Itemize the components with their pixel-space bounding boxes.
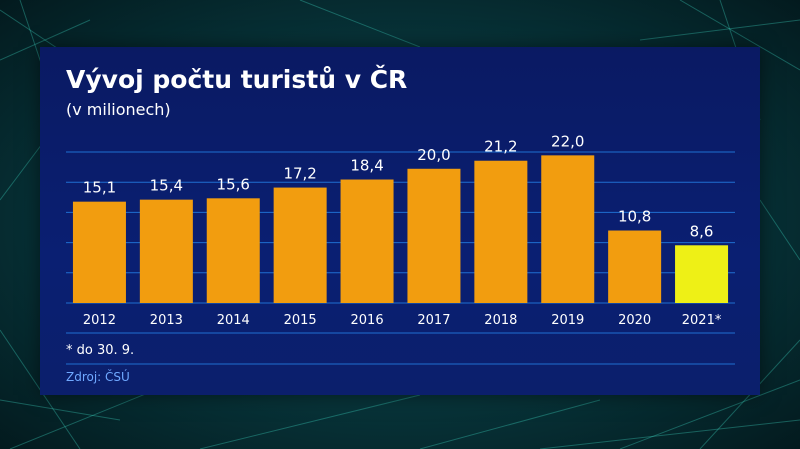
x-tick-label: 2019 [551, 313, 584, 328]
data-label: 18,4 [350, 157, 383, 175]
data-label: 17,2 [283, 165, 316, 183]
chart-subtitle: (v milionech) [66, 100, 171, 119]
data-label: 15,6 [217, 175, 250, 193]
chart-panel: Vývoj počtu turistů v ČR (v milionech) 1… [40, 47, 760, 395]
bar-2017 [407, 168, 461, 303]
bar-2015 [273, 187, 327, 303]
bar-2013 [139, 199, 193, 303]
x-tick-label: 2017 [417, 313, 450, 328]
data-label: 10,8 [618, 208, 651, 226]
data-label: 15,1 [83, 179, 116, 197]
bar-2019 [541, 155, 595, 303]
footnote: * do 30. 9. [66, 343, 135, 358]
bar-2012 [72, 201, 126, 303]
x-tick-label: 2015 [284, 313, 317, 328]
bar-2018 [474, 160, 528, 303]
x-tick-label: 2014 [217, 313, 250, 328]
x-tick-label: 2021* [682, 313, 722, 328]
data-label: 22,0 [551, 132, 584, 150]
data-label: 21,2 [484, 138, 517, 156]
bar-2014 [206, 198, 260, 303]
x-tick-label: 2018 [484, 313, 517, 328]
data-label: 8,6 [690, 222, 714, 240]
x-tick-label: 2012 [83, 313, 116, 328]
data-label: 15,4 [150, 177, 183, 195]
x-tick-label: 2020 [618, 313, 651, 328]
bar-chart: 15,1 15,4 15,617,2 18,420,0 21,2 22,010,88,6 … [66, 132, 735, 365]
x-tick-label: 2016 [351, 313, 384, 328]
data-label: 20,0 [417, 146, 450, 164]
x-tick-label: 2013 [150, 313, 183, 328]
source-note: Zdroj: ČSÚ [66, 370, 130, 384]
bar-2021 [675, 245, 729, 303]
bar-2016 [340, 179, 394, 303]
bar-2020 [608, 230, 662, 303]
chart-title: Vývoj počtu turistů v ČR [66, 65, 408, 94]
